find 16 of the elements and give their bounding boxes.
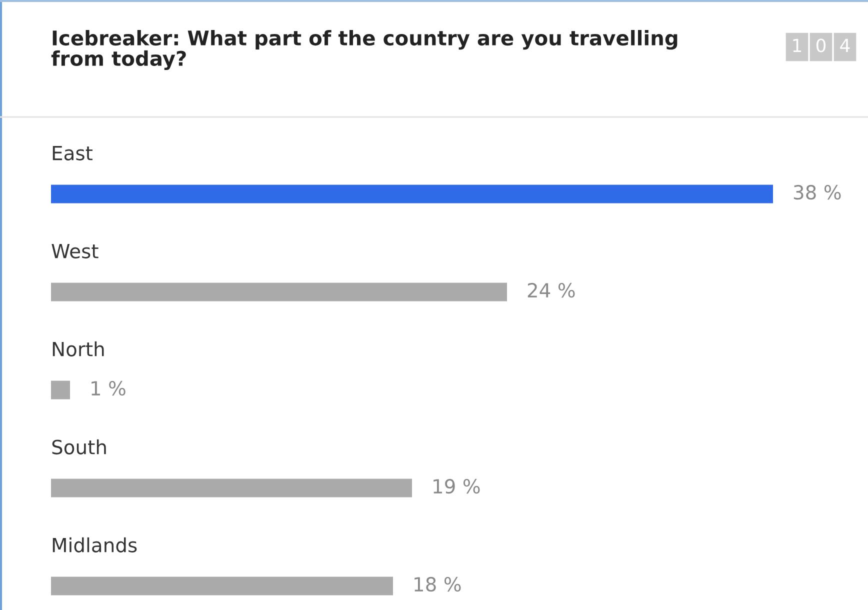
chart-title: Icebreaker: What part of the country are you travelling from today?: [51, 30, 678, 70]
bar: [51, 282, 507, 302]
bar: [51, 478, 412, 498]
y-tick-label: Midlands: [52, 537, 137, 552]
bar: [51, 576, 393, 596]
data-label: 18 %: [414, 576, 461, 592]
data-label: 38 %: [794, 184, 841, 200]
bar: [51, 184, 773, 204]
y-tick-label: West: [52, 244, 98, 258]
bar: [51, 380, 70, 400]
y-tick-label: South: [52, 439, 106, 454]
data-label: 24 %: [528, 282, 575, 298]
y-tick-label: North: [52, 341, 104, 356]
data-label: 1 %: [92, 380, 126, 396]
data-label: 19 %: [434, 478, 480, 494]
y-tick-label: East: [52, 146, 92, 160]
